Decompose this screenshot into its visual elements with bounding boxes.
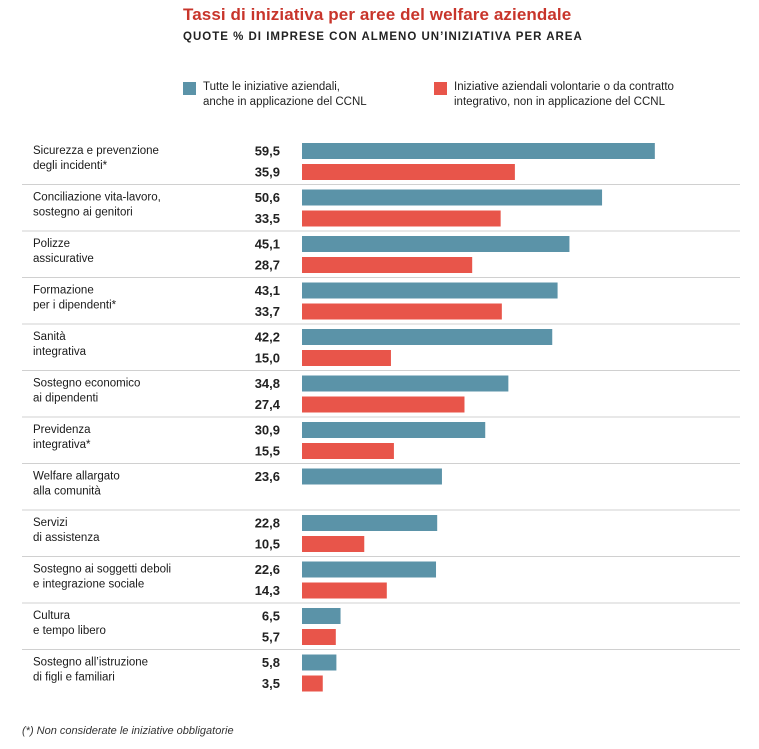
value-label-voluntary: 15,5	[255, 444, 280, 459]
category-label: Formazione per i dipendenti*	[33, 285, 117, 312]
bar-voluntary	[302, 443, 394, 459]
bar-all	[302, 236, 570, 252]
bar-all	[302, 561, 437, 578]
chart-subtitle: QUOTE % DI IMPRESE CON ALMENO UN’INIZIAT…	[183, 31, 583, 43]
legend-item-all: Tutte le iniziative aziendali, anche in …	[183, 80, 367, 110]
bar-all	[302, 422, 486, 438]
legend-label-voluntary: Iniziative aziendali volontarie o da con…	[454, 81, 674, 108]
bar-all	[302, 189, 603, 206]
value-label-voluntary: 15,0	[255, 351, 280, 366]
bar-voluntary	[302, 536, 365, 552]
category-label: Sicurezza e prevenzione degli incidenti*	[33, 145, 159, 172]
category-label: Previdenza integrativa*	[33, 424, 91, 451]
legend-label-all: Tutte le iniziative aziendali, anche in …	[203, 81, 367, 108]
value-label-all: 34,8	[255, 376, 280, 391]
value-label-all: 6,5	[262, 609, 280, 624]
legend-item-voluntary: Iniziative aziendali volontarie o da con…	[434, 80, 674, 110]
value-label-voluntary: 5,7	[262, 630, 280, 645]
legend-swatch-voluntary	[434, 82, 447, 95]
bar-voluntary	[302, 164, 515, 180]
value-label-all: 43,1	[255, 283, 280, 298]
legend-swatch-all	[183, 82, 196, 95]
bar-all	[302, 515, 438, 531]
bar-all	[302, 654, 337, 671]
bar-voluntary	[302, 396, 465, 413]
bar-voluntary	[302, 629, 336, 645]
bar-voluntary	[302, 350, 391, 366]
chart-title: Tassi di iniziativa per aree del welfare…	[183, 5, 572, 24]
category-label: Welfare allargato alla comunità	[33, 471, 120, 498]
category-label: Sostegno economico ai dipendenti	[33, 378, 140, 405]
value-label-voluntary: 10,5	[255, 537, 280, 552]
value-label-voluntary: 14,3	[255, 583, 280, 598]
value-label-all: 22,6	[255, 562, 280, 577]
value-label-voluntary: 27,4	[255, 397, 281, 412]
value-label-all: 50,6	[255, 190, 280, 205]
value-label-voluntary: 3,5	[262, 676, 280, 691]
category-label: Sostegno ai soggetti deboli e integrazion…	[33, 564, 171, 591]
value-label-all: 45,1	[255, 237, 280, 252]
value-label-voluntary: 28,7	[255, 258, 280, 273]
value-label-voluntary: 35,9	[255, 165, 280, 180]
category-label: Polizze assicurative	[33, 238, 94, 265]
value-label-all: 22,8	[255, 516, 280, 531]
bar-all	[302, 143, 655, 159]
bar-voluntary	[302, 303, 502, 320]
category-label: Servizi di assistenza	[33, 517, 100, 544]
bar-all	[302, 282, 558, 299]
bar-all	[302, 329, 553, 345]
category-label: Conciliazione vita-lavoro, sostegno ai ge…	[33, 192, 161, 219]
bar-all	[302, 468, 442, 485]
footnote: (*) Non considerate le iniziative obblig…	[22, 725, 234, 737]
value-label-all: 30,9	[255, 423, 280, 438]
value-label-voluntary: 33,7	[255, 304, 280, 319]
bar-voluntary	[302, 582, 387, 599]
value-label-all: 42,2	[255, 330, 280, 345]
value-label-all: 59,5	[255, 144, 280, 159]
category-label: Cultura e tempo libero	[33, 610, 106, 637]
bar-voluntary	[302, 675, 323, 692]
value-label-all: 23,6	[255, 469, 280, 484]
bar-chart: Sicurezza e prevenzione degli incidenti* 5…	[22, 143, 740, 692]
bar-all	[302, 375, 509, 392]
bar-voluntary	[302, 210, 501, 227]
bar-all	[302, 608, 341, 624]
category-label: Sanità integrativa	[33, 331, 87, 358]
value-label-voluntary: 33,5	[255, 211, 280, 226]
category-label: Sostegno all’istruzione di figli e famili…	[33, 657, 148, 684]
value-label-all: 5,8	[262, 655, 280, 670]
bar-voluntary	[302, 257, 473, 273]
